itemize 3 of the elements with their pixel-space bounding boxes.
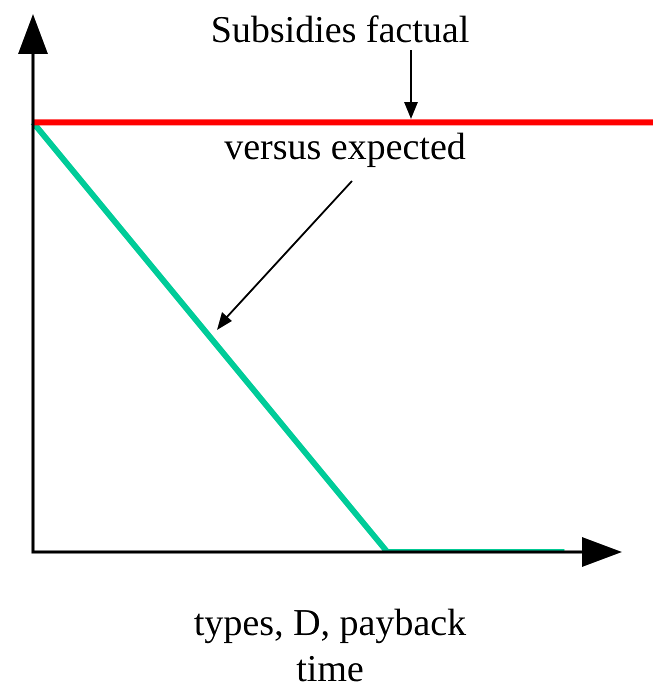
text: Subsidies factual (210, 8, 470, 52)
annotation: versus expected (224, 125, 466, 169)
x-axis-title: types, D, payback time (192, 601, 468, 692)
